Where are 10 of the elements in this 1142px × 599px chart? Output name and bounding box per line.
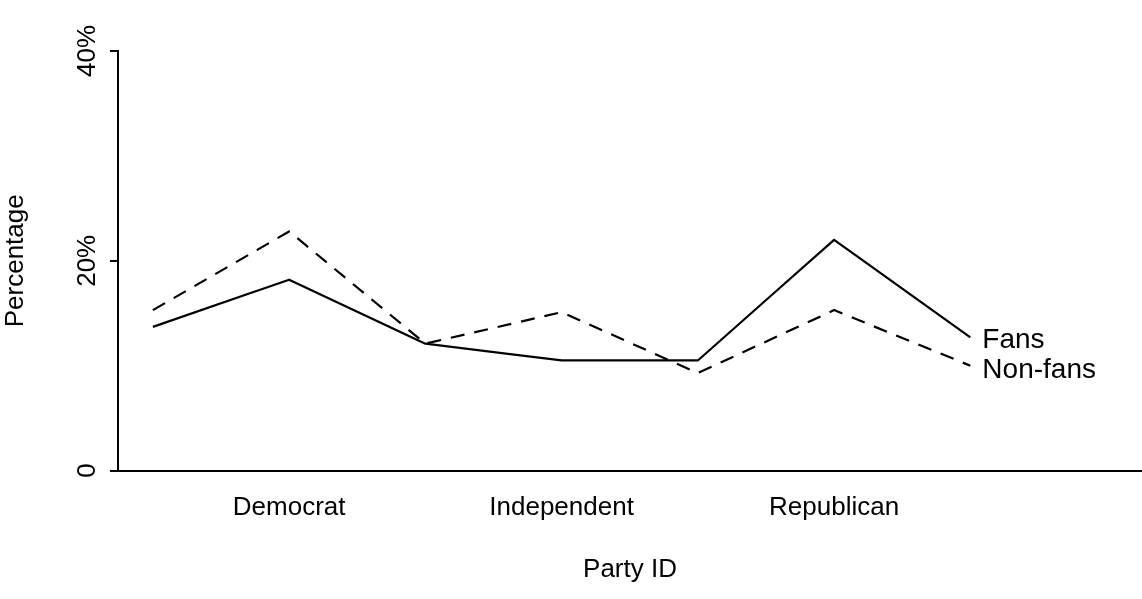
y-tick-label: 40% xyxy=(71,24,102,78)
x-tick-label: Independent xyxy=(489,491,635,522)
y-axis-title: Percentage xyxy=(0,194,29,328)
x-tick-label: Republican xyxy=(769,491,900,522)
x-tick-label: Democrat xyxy=(232,491,347,522)
series-label: Fans xyxy=(982,323,1045,355)
series-label: Non-fans xyxy=(982,353,1096,385)
x-axis-title: Party ID xyxy=(583,552,677,583)
y-tick-label: 20% xyxy=(71,234,102,287)
y-tick-label: 0 xyxy=(71,463,102,478)
